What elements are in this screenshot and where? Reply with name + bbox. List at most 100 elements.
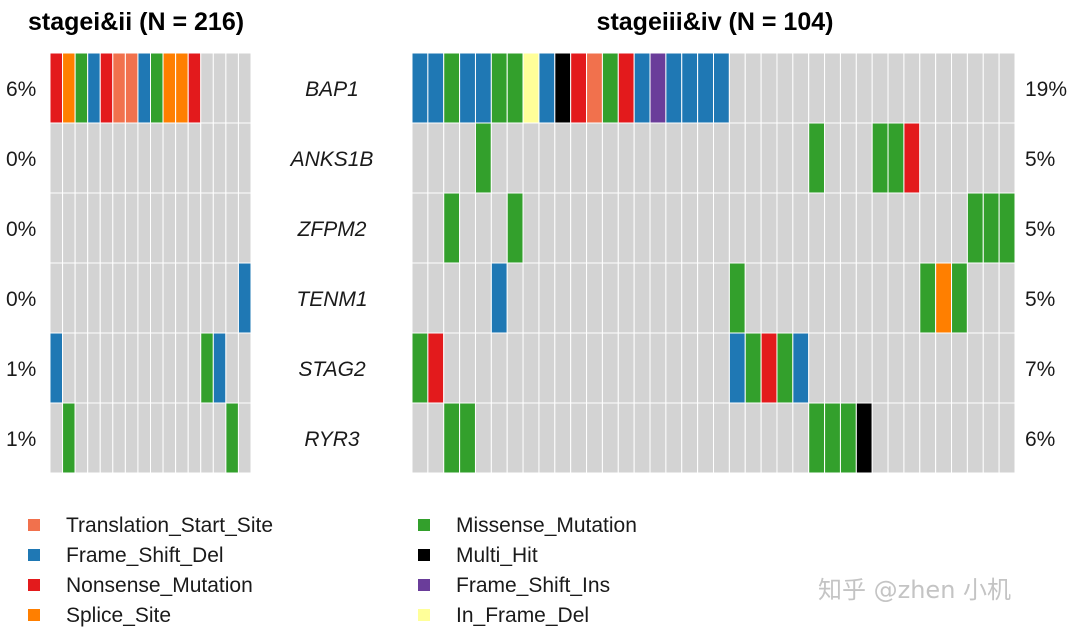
percent-left-tenm1: 0% — [6, 288, 36, 311]
cell-anks1b-late-14 — [633, 122, 651, 194]
cell-tenm1-late-8 — [538, 262, 556, 334]
cell-bap1-late-11 — [586, 52, 603, 124]
cell-ryr3-late-32 — [919, 402, 937, 474]
cell-bap1-late-27 — [839, 52, 857, 124]
cell-bap1-early-2 — [74, 52, 89, 124]
cell-tenm1-early-6 — [124, 262, 139, 334]
cell-anks1b-early-7 — [137, 122, 152, 194]
cell-tenm1-late-32 — [919, 262, 937, 334]
cell-bap1-late-17 — [681, 52, 699, 124]
cell-stag2-late-27 — [839, 332, 857, 404]
cell-ryr3-late-36 — [982, 402, 1000, 474]
panel-title-stagei-ii: stagei&ii (N = 216) — [28, 8, 244, 36]
cell-ryr3-early-13 — [212, 402, 227, 474]
cell-tenm1-late-1 — [427, 262, 445, 334]
cell-zfpm2-late-12 — [601, 192, 619, 264]
cell-zfpm2-early-6 — [124, 192, 139, 264]
cell-stag2-late-29 — [871, 332, 889, 404]
cell-bap1-late-35 — [966, 52, 984, 124]
cell-bap1-early-15 — [237, 52, 252, 124]
cell-ryr3-late-13 — [617, 402, 635, 474]
cell-stag2-late-33 — [935, 332, 953, 404]
cell-tenm1-early-12 — [200, 262, 214, 334]
cell-zfpm2-late-21 — [744, 192, 762, 264]
cell-anks1b-early-8 — [150, 122, 164, 194]
cell-zfpm2-early-9 — [162, 192, 177, 264]
cell-ryr3-late-1 — [427, 402, 445, 474]
cell-tenm1-early-14 — [225, 262, 239, 334]
cell-stag2-late-14 — [633, 332, 651, 404]
cell-tenm1-late-34 — [951, 262, 968, 334]
cell-ryr3-late-22 — [760, 402, 778, 474]
cell-zfpm2-late-20 — [728, 192, 746, 264]
percent-right-anks1b: 5% — [1025, 148, 1055, 171]
legend-swatch-frame-shift-del — [28, 549, 40, 561]
cell-anks1b-late-27 — [839, 122, 857, 194]
cell-tenm1-late-14 — [633, 262, 651, 334]
cell-ryr3-late-5 — [490, 402, 508, 474]
cell-zfpm2-late-13 — [617, 192, 635, 264]
percent-left-anks1b: 0% — [6, 148, 36, 171]
cell-tenm1-late-12 — [601, 262, 619, 334]
cell-zfpm2-late-29 — [871, 192, 889, 264]
cell-bap1-late-0 — [411, 52, 429, 124]
cell-tenm1-late-37 — [998, 262, 1016, 334]
cell-stag2-late-35 — [966, 332, 984, 404]
cell-ryr3-late-24 — [792, 402, 810, 474]
cell-ryr3-late-14 — [633, 402, 651, 474]
percent-right-stag2: 7% — [1025, 358, 1055, 381]
gene-label-bap1: BAP1 — [305, 78, 359, 101]
cell-bap1-early-7 — [137, 52, 152, 124]
cell-zfpm2-early-3 — [87, 192, 101, 264]
cell-zfpm2-early-14 — [225, 192, 239, 264]
cell-bap1-early-0 — [49, 52, 64, 124]
cell-stag2-early-11 — [187, 332, 202, 404]
cell-stag2-late-37 — [998, 332, 1016, 404]
cell-anks1b-late-28 — [855, 122, 873, 194]
cell-bap1-early-1 — [62, 52, 76, 124]
gene-label-ryr3: RYR3 — [304, 428, 360, 451]
cell-ryr3-late-7 — [522, 402, 540, 474]
cell-stag2-late-21 — [744, 332, 762, 404]
cell-zfpm2-late-24 — [792, 192, 810, 264]
legend-label-nonsense-mutation: Nonsense_Mutation — [66, 574, 253, 597]
cell-anks1b-late-6 — [506, 122, 524, 194]
cell-bap1-late-28 — [855, 52, 873, 124]
cell-ryr3-late-8 — [538, 402, 556, 474]
cell-anks1b-late-21 — [744, 122, 762, 194]
percent-left-ryr3: 1% — [6, 428, 36, 451]
cell-stag2-early-6 — [124, 332, 139, 404]
cell-zfpm2-late-32 — [919, 192, 937, 264]
cell-anks1b-late-18 — [697, 122, 715, 194]
percent-left-bap1: 6% — [6, 78, 36, 101]
cell-tenm1-late-21 — [744, 262, 762, 334]
cell-anks1b-late-4 — [474, 122, 492, 194]
cell-zfpm2-late-10 — [570, 192, 588, 264]
cell-tenm1-late-2 — [443, 262, 461, 334]
cell-tenm1-late-4 — [474, 262, 492, 334]
cell-zfpm2-late-17 — [681, 192, 699, 264]
cell-anks1b-late-35 — [966, 122, 984, 194]
oncoplot-grid-left — [49, 52, 252, 474]
cell-zfpm2-early-8 — [150, 192, 164, 264]
cell-zfpm2-late-15 — [649, 192, 667, 264]
cell-zfpm2-late-33 — [935, 192, 953, 264]
cell-zfpm2-late-9 — [554, 192, 572, 264]
cell-tenm1-late-3 — [459, 262, 476, 334]
cell-bap1-late-29 — [871, 52, 889, 124]
cell-tenm1-early-8 — [150, 262, 164, 334]
cell-anks1b-late-24 — [792, 122, 810, 194]
cell-zfpm2-late-1 — [427, 192, 445, 264]
cell-ryr3-late-21 — [744, 402, 762, 474]
cell-anks1b-early-14 — [225, 122, 239, 194]
cell-anks1b-late-26 — [824, 122, 841, 194]
percent-right-ryr3: 6% — [1025, 428, 1055, 451]
cell-zfpm2-late-27 — [839, 192, 857, 264]
cell-ryr3-early-6 — [124, 402, 139, 474]
cell-ryr3-late-26 — [824, 402, 841, 474]
cell-stag2-early-5 — [112, 332, 126, 404]
cell-stag2-late-24 — [792, 332, 810, 404]
cell-tenm1-late-17 — [681, 262, 699, 334]
cell-tenm1-late-5 — [490, 262, 508, 334]
legend-swatch-splice-site — [28, 609, 40, 621]
